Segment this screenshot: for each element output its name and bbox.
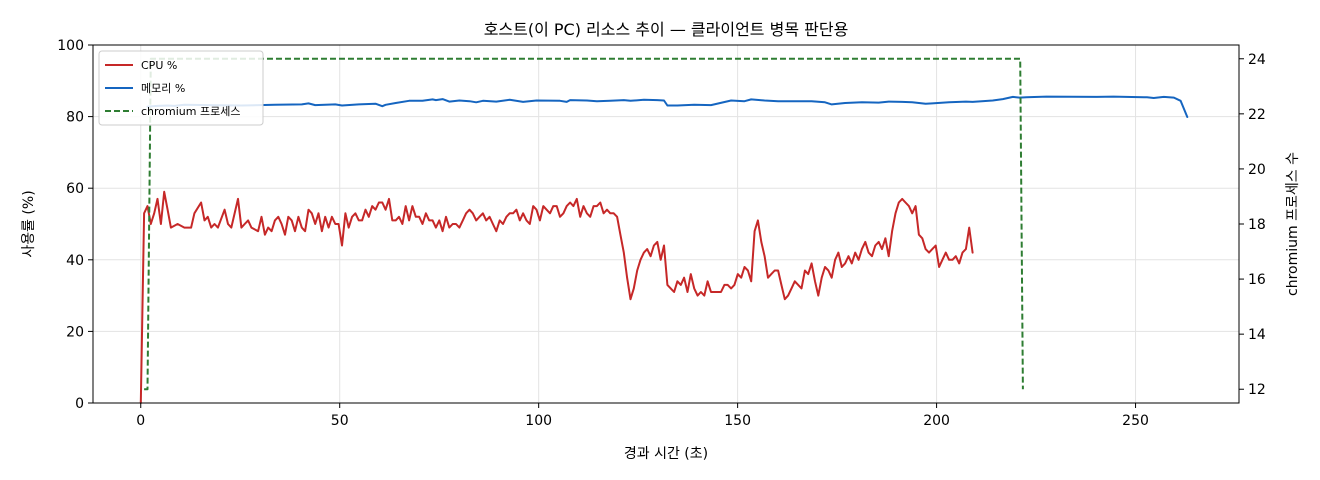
legend-entry-label: chromium 프로세스 bbox=[141, 105, 240, 118]
y2-tick-label: 14 bbox=[1248, 327, 1266, 343]
y-axis-left: 0 20 40 60 80 100 bbox=[57, 38, 93, 412]
y-tick-label: 100 bbox=[57, 38, 84, 54]
x-axis-label: 경과 시간 (초) bbox=[624, 446, 708, 462]
y-axis-right: 12 14 16 18 20 22 24 bbox=[1239, 52, 1266, 398]
x-tick-label: 100 bbox=[525, 413, 552, 429]
y2-axis-label: chromium 프로세스 수 bbox=[1285, 152, 1301, 296]
series-layer bbox=[139, 57, 1189, 404]
x-tick-label: 200 bbox=[923, 413, 950, 429]
y-tick-label: 80 bbox=[66, 110, 84, 126]
x-tick-label: 0 bbox=[136, 413, 145, 429]
y-axis-label: 사용률 (%) bbox=[21, 190, 37, 257]
legend: CPU % 메모리 % chromium 프로세스 bbox=[98, 50, 264, 126]
cpu-series-line bbox=[139, 190, 974, 404]
legend-entry-label: 메모리 % bbox=[141, 82, 185, 95]
legend-box bbox=[98, 50, 264, 126]
y2-tick-label: 20 bbox=[1248, 162, 1266, 178]
chromium-process-series-line bbox=[144, 57, 1024, 391]
x-tick-label: 250 bbox=[1122, 413, 1149, 429]
y-tick-label: 0 bbox=[75, 396, 84, 412]
memory-series-line bbox=[146, 95, 1189, 118]
y2-tick-label: 16 bbox=[1248, 272, 1266, 288]
y2-tick-label: 18 bbox=[1248, 217, 1266, 233]
y-tick-label: 20 bbox=[66, 324, 84, 340]
y2-tick-label: 24 bbox=[1248, 52, 1266, 68]
y-tick-label: 60 bbox=[66, 181, 84, 197]
legend-entry-label: CPU % bbox=[141, 59, 177, 72]
chart-title: 호스트(이 PC) 리소스 추이 — 클라이언트 병목 판단용 bbox=[484, 20, 849, 39]
y2-tick-label: 22 bbox=[1248, 107, 1266, 123]
y-tick-label: 40 bbox=[66, 253, 84, 269]
x-tick-label: 150 bbox=[724, 413, 751, 429]
x-tick-label: 50 bbox=[331, 413, 349, 429]
y2-tick-label: 12 bbox=[1248, 382, 1266, 398]
x-axis: 0 50 100 150 200 250 bbox=[136, 403, 1149, 429]
